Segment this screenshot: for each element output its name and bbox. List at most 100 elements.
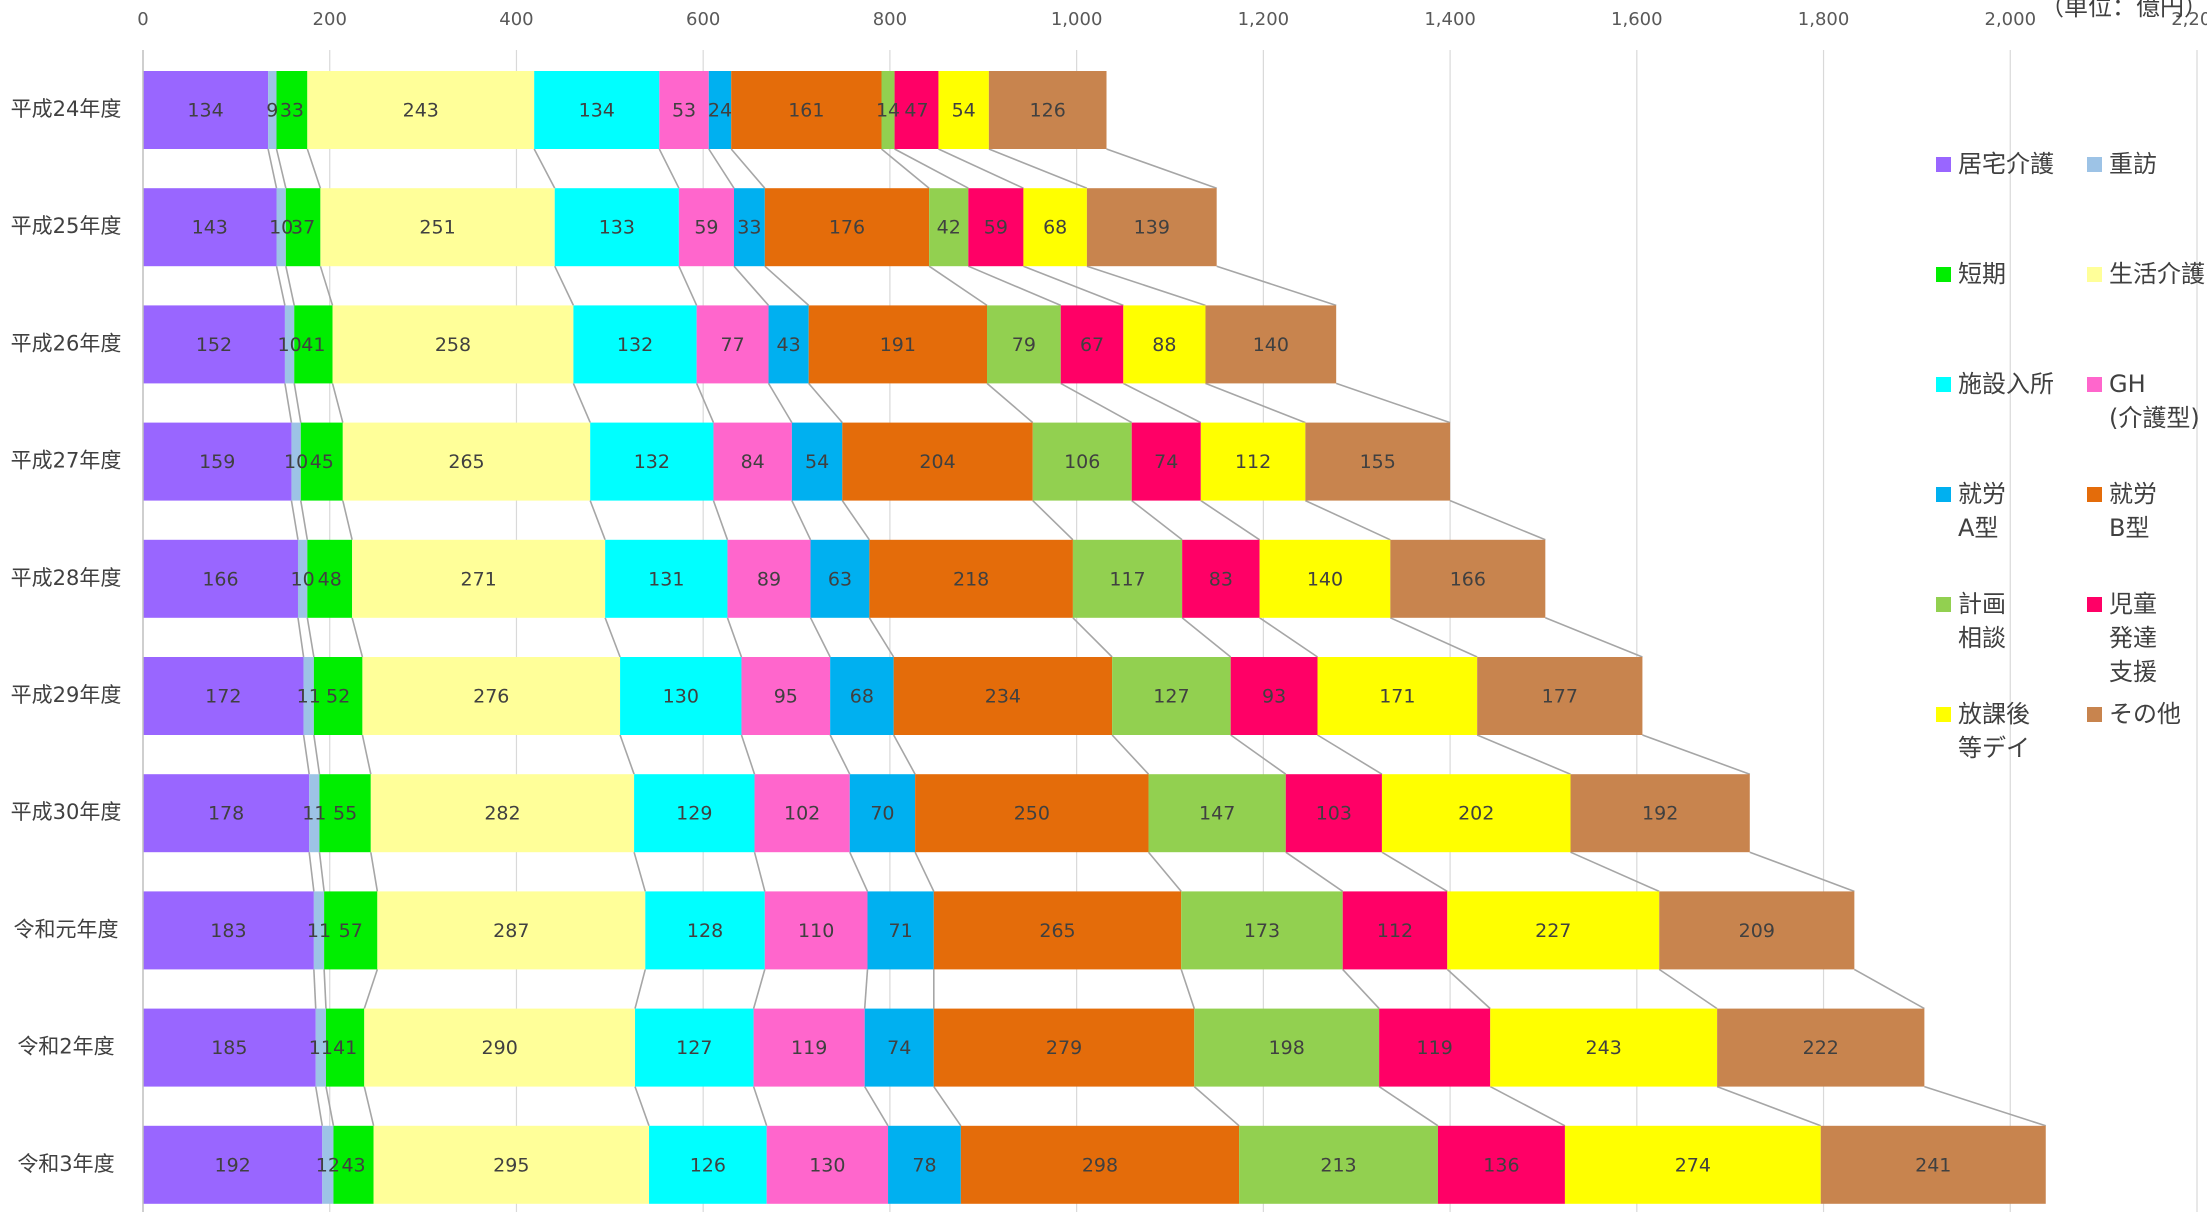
data-label: 136 — [1483, 1154, 1519, 1176]
data-label: 119 — [791, 1037, 827, 1059]
connector-line — [868, 617, 895, 658]
data-label: 11 — [307, 920, 331, 942]
connector-line — [331, 383, 344, 423]
bar-segment — [731, 71, 882, 149]
data-label: 290 — [482, 1037, 518, 1059]
data-label: 159 — [199, 451, 235, 473]
data-label: 243 — [1586, 1037, 1622, 1059]
data-label: 243 — [403, 100, 439, 122]
connector-line — [589, 500, 606, 541]
data-label: 250 — [1014, 803, 1050, 825]
data-label: 271 — [461, 568, 497, 590]
data-label: 191 — [880, 334, 916, 356]
data-label: 295 — [493, 1154, 529, 1176]
connector-line — [634, 969, 647, 1009]
connector-line — [740, 734, 756, 775]
data-label: 53 — [672, 100, 696, 122]
bar-segment — [1123, 305, 1206, 384]
connector-line — [342, 500, 353, 540]
connector-line — [1545, 617, 1643, 658]
legend-label: 就労 A型 — [1958, 480, 2006, 542]
bar-segment — [276, 188, 286, 267]
bar-segment — [284, 305, 295, 384]
connector-line — [1317, 734, 1383, 775]
connector-line — [285, 266, 296, 306]
data-label: 33 — [280, 100, 304, 122]
data-label: 227 — [1535, 920, 1571, 942]
connector-line — [351, 617, 364, 658]
data-label: 43 — [341, 1154, 365, 1176]
bar-segment — [713, 422, 792, 501]
data-label: 192 — [214, 1154, 250, 1176]
connector-line — [1642, 734, 1751, 775]
bar-segment — [1205, 305, 1337, 384]
bar-segment — [864, 1008, 934, 1087]
connector-line — [864, 1086, 889, 1127]
bar-segment — [377, 891, 646, 970]
data-label: 74 — [887, 1037, 911, 1059]
bar-segment — [1717, 1008, 1925, 1087]
connector-line — [1205, 382, 1306, 424]
bar-segment — [960, 1125, 1240, 1204]
bar-segment — [143, 657, 304, 735]
data-label: 14 — [876, 100, 900, 122]
bar-segment — [1490, 1008, 1718, 1087]
bar-segment — [933, 1008, 1195, 1087]
bar-segment — [1239, 1125, 1438, 1204]
bar-segment — [300, 422, 343, 501]
x-tick-label: 1,600 — [1611, 9, 1663, 30]
connector-line — [302, 734, 310, 775]
x-tick-label: 800 — [873, 9, 907, 30]
legend-label: GH (介護型) — [2109, 370, 2200, 432]
bar-segment — [1148, 774, 1286, 853]
bar-segment — [373, 1125, 650, 1204]
bar-segment — [635, 1008, 754, 1087]
connector-line — [325, 1086, 335, 1126]
unit-label: （単位：億円） — [2040, 0, 2207, 21]
legend-swatch — [1936, 707, 1951, 722]
data-label: 140 — [1253, 334, 1289, 356]
data-label: 10 — [291, 568, 315, 590]
connector-line — [554, 265, 575, 306]
data-label: 185 — [211, 1037, 247, 1059]
data-label: 132 — [634, 451, 670, 473]
bar-segment — [143, 1008, 316, 1087]
data-label: 176 — [829, 217, 865, 239]
bar-segment — [708, 71, 732, 149]
connector-line — [678, 265, 698, 306]
bar-segment — [894, 71, 939, 149]
data-label: 77 — [720, 334, 744, 356]
legend-swatch — [1936, 267, 1951, 282]
bar-segment — [659, 71, 709, 149]
connector-line — [849, 851, 869, 892]
data-label: 11 — [297, 686, 321, 708]
bar-segment — [307, 71, 535, 149]
bar-segment — [1131, 422, 1201, 501]
data-label: 127 — [676, 1037, 712, 1059]
connector-line — [306, 617, 315, 658]
data-label: 59 — [984, 217, 1008, 239]
bar-segment — [1230, 657, 1318, 735]
legend-swatch — [2087, 377, 2102, 392]
data-label: 258 — [435, 334, 471, 356]
connector-line — [988, 148, 1088, 189]
data-label: 74 — [1154, 451, 1178, 473]
connector-line — [267, 148, 278, 189]
bar-segment — [370, 774, 635, 853]
bar-segment — [1200, 422, 1306, 501]
bar-segment — [143, 422, 292, 501]
data-label: 89 — [757, 568, 781, 590]
connector-line — [809, 617, 831, 658]
category-label: 平成27年度 — [11, 449, 122, 473]
data-label: 126 — [1030, 100, 1066, 122]
bar-segment — [1305, 422, 1451, 501]
bar-segment — [303, 657, 314, 735]
connector-line — [752, 969, 766, 1009]
connector-line — [290, 500, 299, 540]
connector-line — [933, 1086, 962, 1127]
connector-line — [1193, 1085, 1240, 1127]
connector-line — [1335, 382, 1451, 424]
connector-line — [841, 500, 871, 541]
bar-segment — [1023, 188, 1087, 267]
bar-segment — [1060, 305, 1124, 384]
